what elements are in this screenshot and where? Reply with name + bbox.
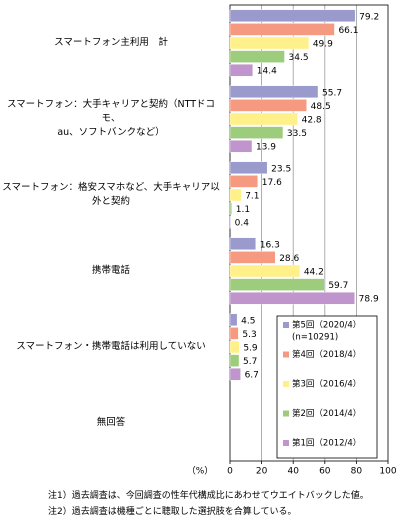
bar xyxy=(229,9,356,23)
x-tick-label: 80 xyxy=(351,467,363,477)
value-label: 5.3 xyxy=(242,330,256,340)
x-tick-label: 20 xyxy=(256,467,268,477)
bar xyxy=(229,368,241,381)
legend-swatch xyxy=(283,381,289,387)
bar xyxy=(229,112,298,126)
bar xyxy=(229,161,268,175)
legend-swatch xyxy=(283,410,289,417)
category-label: スマートフォン：格安スマホなど、大手キャリア以 外と契約 xyxy=(2,182,220,207)
value-label: 5.7 xyxy=(243,357,257,367)
value-label: 78.9 xyxy=(359,295,379,305)
legend-label: 第3回（2016/4） xyxy=(292,379,361,390)
bar xyxy=(229,313,238,326)
plot-frame xyxy=(229,4,389,462)
value-label: 44.2 xyxy=(304,268,324,278)
bar xyxy=(229,85,319,99)
legend-swatch xyxy=(283,322,289,328)
legend-label: 第5回（2020/4） xyxy=(292,320,361,331)
legend-label: 第1回（2012/4） xyxy=(292,438,361,449)
x-tick-label: 100 xyxy=(379,467,396,477)
value-label: 34.5 xyxy=(289,53,309,63)
value-label: 55.7 xyxy=(322,88,342,98)
bar xyxy=(229,292,355,305)
x-tick-label: 0 xyxy=(227,467,233,477)
bar xyxy=(229,327,239,340)
bar xyxy=(229,99,307,112)
value-label: 6.7 xyxy=(245,371,259,381)
bar xyxy=(229,202,232,215)
note: 注1）過去調査は、今回調査の性年代構成比にあわせてウエイトバックした値。 xyxy=(48,491,369,501)
category-label: スマートフォン主利用 計 xyxy=(54,37,168,48)
bar xyxy=(229,50,285,63)
value-label: 59.7 xyxy=(328,281,348,291)
value-label: 23.5 xyxy=(271,164,291,174)
value-label: 5.9 xyxy=(243,344,258,354)
bar xyxy=(229,264,301,278)
value-label: 49.9 xyxy=(313,40,333,50)
bar xyxy=(229,139,253,153)
legend-swatch xyxy=(283,440,289,446)
category-label: スマートフォン：大手キャリアと契約（NTTドコモ、 au、ソフトバンクなど） xyxy=(6,99,216,138)
category-label: スマートフォン・携帯電話は利用していない xyxy=(16,341,206,352)
value-label: 0.4 xyxy=(235,219,250,229)
legend-box xyxy=(276,315,378,459)
value-label: 13.9 xyxy=(256,143,276,153)
x-tick-label: 60 xyxy=(319,467,331,477)
value-label: 28.6 xyxy=(279,254,299,264)
value-label: 66.1 xyxy=(338,26,358,36)
bar xyxy=(229,237,256,251)
category-label: 無回答 xyxy=(96,417,126,428)
legend-label: 第4回（2018/4） xyxy=(292,349,361,360)
bar xyxy=(229,215,231,229)
value-label: 48.5 xyxy=(311,102,331,112)
x-axis-label: （%） xyxy=(187,466,214,477)
bar xyxy=(229,340,240,354)
bar xyxy=(229,175,259,188)
value-label: 17.6 xyxy=(262,178,282,188)
value-label: 79.2 xyxy=(359,12,379,22)
bar xyxy=(229,63,253,77)
bar xyxy=(229,278,325,291)
value-label: 4.5 xyxy=(241,316,255,326)
bar xyxy=(229,126,284,139)
value-label: 16.3 xyxy=(260,240,280,250)
legend-swatch xyxy=(283,351,289,358)
legend-note: (n=10291) xyxy=(292,333,338,343)
x-tick-label: 40 xyxy=(287,467,299,477)
note: 注2）過去調査は機種ごとに聴取した選択肢を合算している。 xyxy=(48,507,297,517)
bar xyxy=(229,188,242,202)
value-label: 14.4 xyxy=(257,67,277,77)
category-label: 携帯電話 xyxy=(91,265,130,276)
value-label: 7.1 xyxy=(245,192,259,202)
legend-label: 第2回（2014/4） xyxy=(292,408,361,419)
value-label: 42.8 xyxy=(302,116,322,126)
bar xyxy=(229,36,310,50)
value-label: 1.1 xyxy=(236,205,250,215)
bar xyxy=(229,354,240,367)
bar xyxy=(229,23,335,36)
legend: 第5回（2020/4） (n=10291) 第4回（2018/4） 第3回（2016/… xyxy=(276,315,378,459)
value-label: 33.5 xyxy=(287,129,307,139)
bar xyxy=(229,251,276,264)
